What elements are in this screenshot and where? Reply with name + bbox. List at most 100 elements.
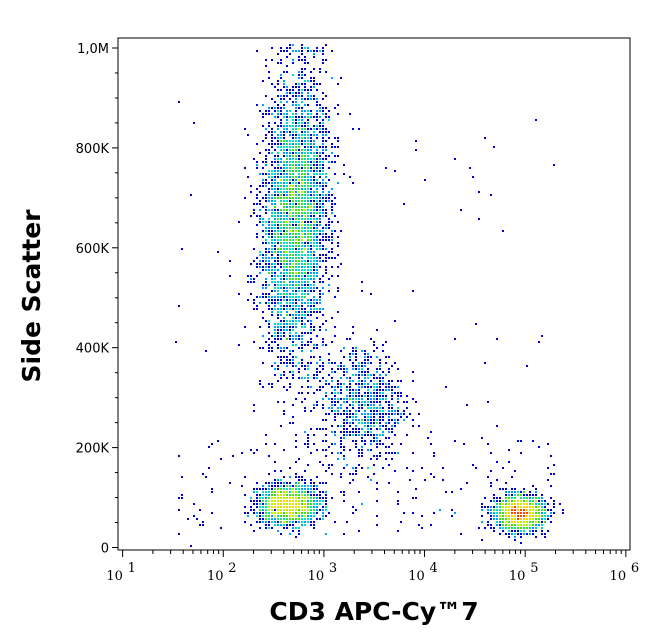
event-point [301, 167, 303, 169]
event-point [511, 497, 513, 499]
event-point [310, 212, 312, 214]
event-point [292, 263, 294, 265]
event-point [304, 131, 306, 133]
event-point [286, 164, 288, 166]
event-point [313, 239, 315, 241]
event-point [286, 497, 288, 499]
event-point [370, 395, 372, 397]
event-point [316, 89, 318, 91]
event-point [316, 272, 318, 274]
event-point [271, 272, 273, 274]
event-point [310, 152, 312, 154]
event-point [289, 521, 291, 523]
event-point [319, 389, 321, 391]
event-point [286, 167, 288, 169]
event-point [295, 299, 297, 301]
event-point [271, 314, 273, 316]
event-point [298, 263, 300, 265]
event-point [328, 119, 330, 121]
event-point [313, 356, 315, 358]
event-point [397, 530, 399, 532]
event-point [370, 380, 372, 382]
event-point [298, 179, 300, 181]
event-point [259, 209, 261, 211]
event-point [298, 122, 300, 124]
event-point [490, 527, 492, 529]
event-point [295, 335, 297, 337]
event-point [271, 230, 273, 232]
event-point [409, 413, 411, 415]
event-point [301, 251, 303, 253]
event-point [244, 167, 246, 169]
event-point [283, 284, 285, 286]
event-point [334, 362, 336, 364]
event-point [334, 392, 336, 394]
event-point [307, 167, 309, 169]
event-point [352, 473, 354, 475]
event-point [310, 236, 312, 238]
event-point [466, 482, 468, 484]
event-point [289, 485, 291, 487]
event-point [370, 422, 372, 424]
event-point [535, 494, 537, 496]
event-point [328, 227, 330, 229]
event-point [337, 452, 339, 454]
event-point [274, 182, 276, 184]
event-point [298, 188, 300, 190]
event-point [385, 401, 387, 403]
event-point [271, 242, 273, 244]
event-point [316, 149, 318, 151]
event-point [538, 503, 540, 505]
event-point [544, 512, 546, 514]
event-point [322, 407, 324, 409]
event-point [289, 155, 291, 157]
event-point [295, 461, 297, 463]
event-point [268, 299, 270, 301]
event-point [274, 485, 276, 487]
event-point [271, 251, 273, 253]
event-point [289, 152, 291, 154]
event-point [265, 149, 267, 151]
event-point [277, 500, 279, 502]
event-point [274, 173, 276, 175]
event-point [265, 212, 267, 214]
event-point [292, 185, 294, 187]
event-point [406, 416, 408, 418]
event-point [208, 467, 210, 469]
event-point [349, 176, 351, 178]
event-point [346, 395, 348, 397]
event-point [316, 260, 318, 262]
event-point [313, 494, 315, 496]
event-point [373, 419, 375, 421]
event-point [322, 515, 324, 517]
event-point [283, 500, 285, 502]
event-point [289, 197, 291, 199]
event-point [298, 185, 300, 187]
event-point [253, 488, 255, 490]
event-point [280, 329, 282, 331]
event-point [253, 203, 255, 205]
event-point [322, 146, 324, 148]
event-point [298, 194, 300, 196]
event-point [295, 284, 297, 286]
event-point [298, 146, 300, 148]
event-point [304, 518, 306, 520]
event-point [361, 452, 363, 454]
event-point [277, 308, 279, 310]
event-point [307, 185, 309, 187]
event-point [367, 383, 369, 385]
event-point [292, 287, 294, 289]
event-point [265, 65, 267, 67]
event-point [388, 419, 390, 421]
event-point [316, 161, 318, 163]
event-point [388, 422, 390, 424]
event-point [283, 227, 285, 229]
event-point [361, 365, 363, 367]
event-point [385, 398, 387, 400]
event-point [304, 281, 306, 283]
event-point [421, 467, 423, 469]
event-point [283, 188, 285, 190]
event-point [256, 275, 258, 277]
event-point [367, 425, 369, 427]
event-point [271, 497, 273, 499]
